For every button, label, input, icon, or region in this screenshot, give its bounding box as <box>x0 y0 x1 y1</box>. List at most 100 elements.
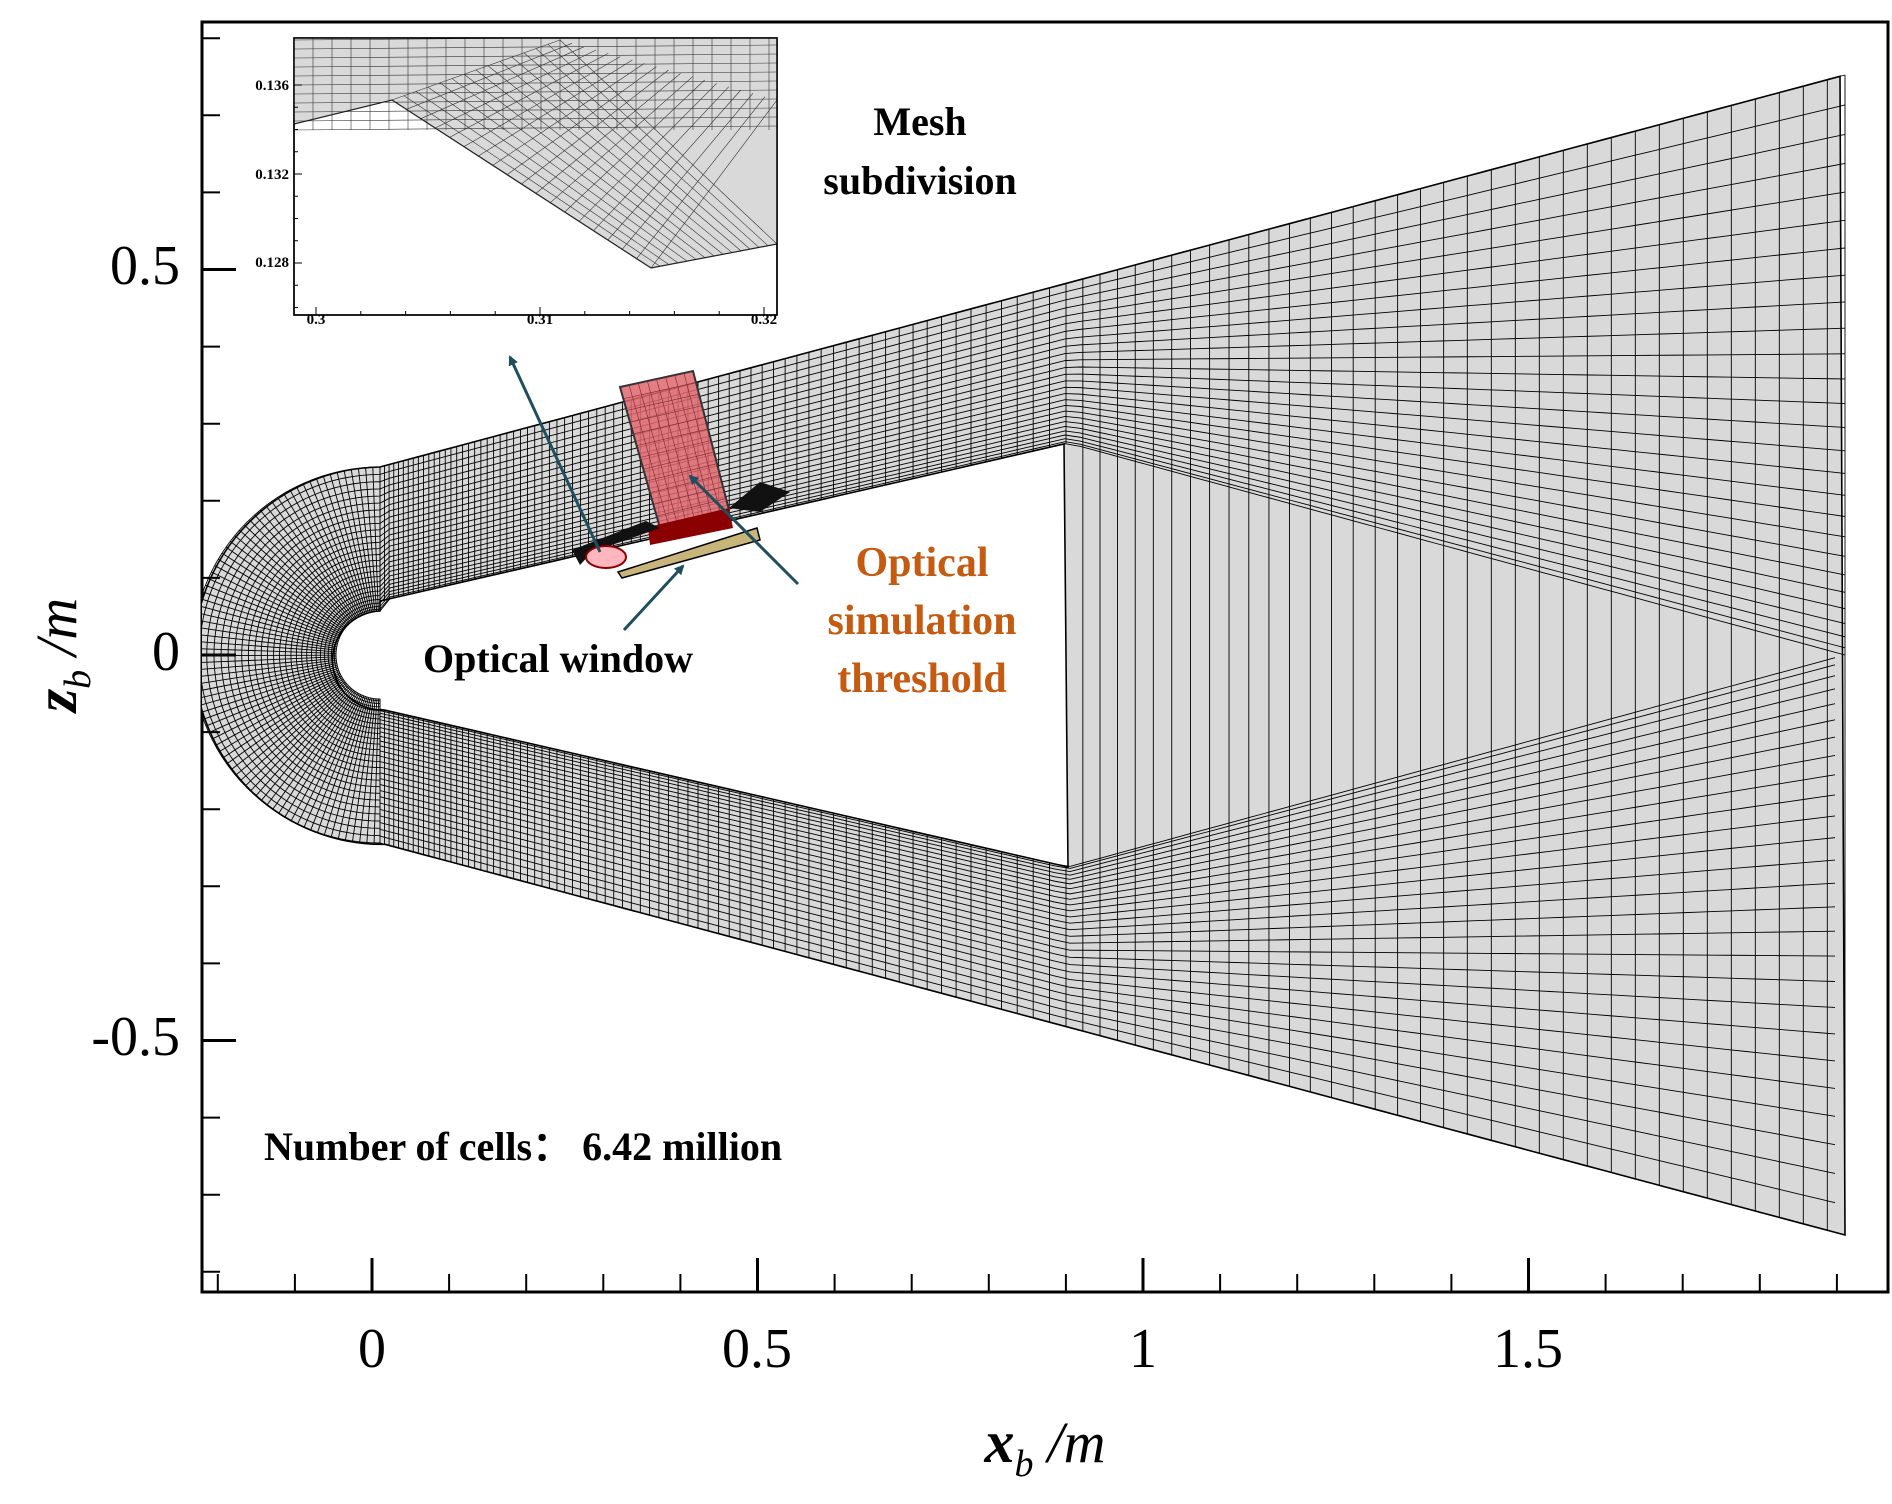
mesh-line-radial <box>202 648 337 654</box>
inset-grid-line <box>294 116 777 122</box>
mesh-line-radial <box>366 698 378 843</box>
threshold-grid-line <box>626 393 700 411</box>
inset-grid-line <box>506 66 657 175</box>
mesh-line-radial <box>234 535 347 628</box>
inset-grid-line <box>535 73 681 194</box>
threshold-base <box>648 508 733 545</box>
refined-cluster-right <box>729 482 790 512</box>
inset-grid-line <box>550 76 693 203</box>
mesh-line-radial <box>202 613 338 646</box>
mesh-line-radial <box>357 468 376 612</box>
mesh-line-radial <box>284 692 359 818</box>
mesh-line-radial <box>244 685 349 787</box>
inset-grid-line <box>415 91 670 265</box>
mesh-line-radial <box>322 475 368 614</box>
mesh-line-radial <box>337 697 371 839</box>
mesh-line-radial <box>215 675 342 746</box>
mesh-line-radial <box>218 677 343 753</box>
threshold-label-line2: simulation <box>827 598 1016 644</box>
inset-mesh-grid <box>294 38 777 269</box>
mesh-line-radial <box>272 690 356 810</box>
threshold-grid-line <box>639 440 712 458</box>
mesh-line-radial <box>283 493 358 618</box>
inset-grid-line <box>403 95 661 267</box>
mesh-line-radial <box>221 552 344 632</box>
mesh-line-radial <box>202 666 338 706</box>
mesh-line-radial <box>217 558 343 633</box>
inset-grid-line <box>406 43 573 110</box>
mesh-line-radial <box>202 634 337 651</box>
inset-grid-line <box>636 96 766 259</box>
inset-grid-line <box>294 38 572 41</box>
inset-grid-line <box>463 56 621 147</box>
mesh-line-radial <box>202 659 337 677</box>
mesh-line-radial <box>372 467 379 612</box>
inset-ticks <box>294 84 765 315</box>
x-tick-label-0.5: 0.5 <box>722 1318 792 1380</box>
x-axis-var: x <box>984 1409 1015 1475</box>
inset-grid-line <box>294 53 777 59</box>
mesh-line-radial <box>249 519 350 624</box>
threshold-label-line1: Optical <box>856 540 989 586</box>
mesh-line-radial <box>202 668 339 713</box>
inset-grid-line <box>511 56 742 252</box>
mesh-line-radial <box>271 501 356 620</box>
mesh-line-radial <box>260 688 353 801</box>
inset-grid-line <box>578 83 717 222</box>
y-tick-label-0.5: 0.5 <box>110 235 180 297</box>
inset-location-marker <box>585 545 627 569</box>
mesh-line-streamwise <box>247 301 1846 1008</box>
mesh-line-radial <box>343 470 373 612</box>
mesh-line-radial <box>330 697 370 837</box>
arrow-to-optical-window <box>622 564 685 632</box>
x-tick-label-1.5: 1.5 <box>1493 1318 1563 1380</box>
mesh-line-radial <box>266 689 354 806</box>
mesh-line-radial <box>202 661 337 684</box>
mesh-line-radial <box>230 681 346 771</box>
inset-x-tick-0.3: 0.3 <box>307 312 326 328</box>
mesh-subdivision-title-line1: Mesh <box>873 99 966 144</box>
y-tick-label--0.5: -0.5 <box>91 1006 180 1068</box>
mesh-line-radial <box>225 546 345 631</box>
mesh-line-radial <box>202 598 339 643</box>
mesh-line-radial <box>278 691 357 814</box>
inset-y-tick-0.136: 0.136 <box>255 78 289 94</box>
mesh-line-radial <box>229 540 346 629</box>
inset-grid-line <box>463 74 706 258</box>
mesh-line-radial <box>255 687 352 797</box>
mesh-line-radial <box>211 674 341 740</box>
mesh-line-radial <box>289 489 360 617</box>
optical-window <box>616 527 761 579</box>
mesh-line-radial <box>202 620 337 648</box>
inset-grid-line <box>559 39 777 245</box>
threshold-grid-line <box>636 428 709 447</box>
inset-border <box>293 37 778 316</box>
inset-grid-line <box>487 65 724 255</box>
mesh-line-radial <box>350 469 374 612</box>
mesh-line-radial <box>296 486 361 616</box>
annotation-arrows <box>508 355 800 632</box>
inset-grid-line <box>294 62 777 68</box>
mesh-line-radial <box>235 682 347 776</box>
mesh-line-radial <box>250 686 350 792</box>
mesh-line-radial <box>214 565 342 635</box>
threshold-grid-line <box>633 417 706 435</box>
inset-grid-line <box>420 46 585 119</box>
inset-wall-edge <box>294 99 777 269</box>
mesh-line-radial <box>202 606 338 644</box>
y-axis-sub: b <box>57 670 99 689</box>
inset-grid-line <box>294 98 777 104</box>
mesh-line-radial <box>329 473 369 613</box>
threshold-grid-line <box>629 405 703 423</box>
inset-grid-line <box>650 99 777 269</box>
mesh-line-radial <box>211 571 341 636</box>
mesh-line-radial <box>202 627 337 649</box>
mesh-line-radial <box>303 695 363 828</box>
mesh-line-radial <box>254 514 352 623</box>
inset-grid-line <box>475 69 715 257</box>
mesh-line-radial <box>290 693 360 821</box>
mesh-line-radial <box>302 483 363 616</box>
y-axis-unit: /m <box>24 598 89 659</box>
inset-grid-line <box>294 125 777 131</box>
inset-grid-line <box>294 107 777 113</box>
